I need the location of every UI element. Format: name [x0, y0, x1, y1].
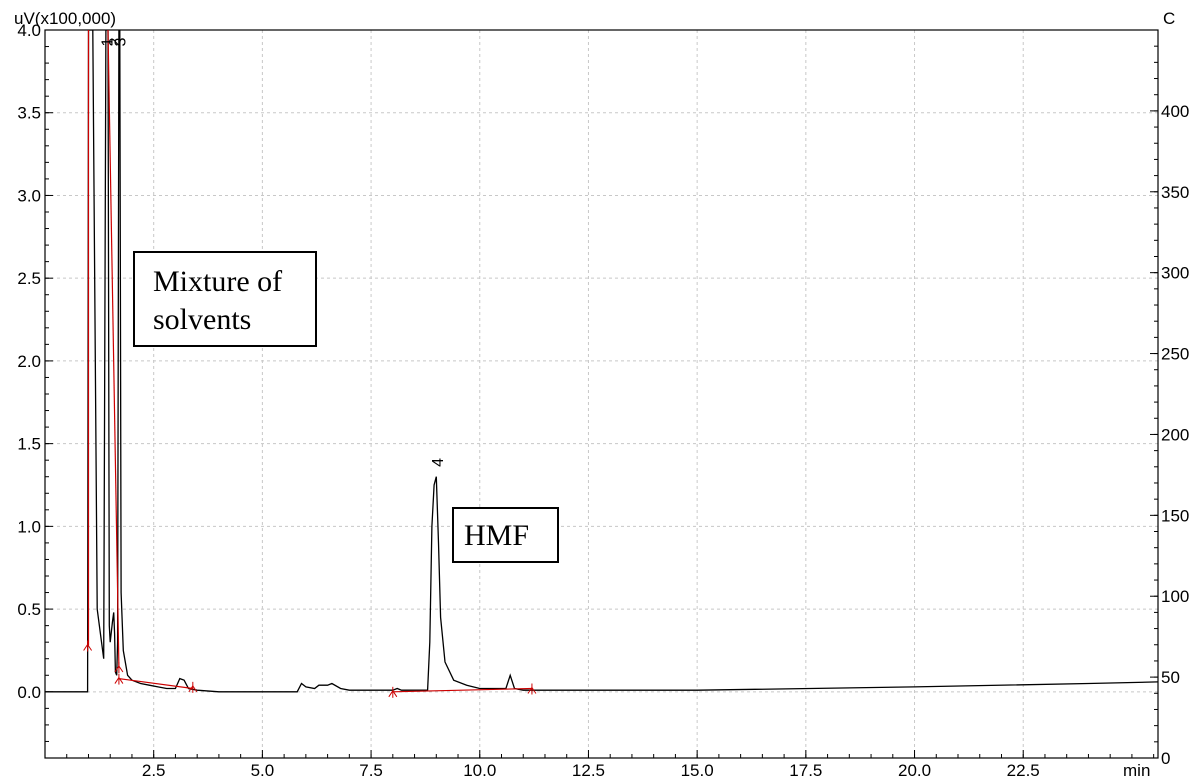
annotation-text: Mixture of solvents [153, 265, 283, 336]
y-tick-label: 2.0 [17, 352, 41, 371]
x-axis-unit-label: min [1123, 761, 1150, 778]
integration-mark [114, 662, 124, 673]
mark-arm-left [83, 644, 89, 651]
x-tick-label: 17.5 [789, 761, 822, 778]
x-tick-label: 10.0 [463, 761, 496, 778]
x-tick-label: 15.0 [681, 761, 714, 778]
x-tick-label: 20.0 [898, 761, 931, 778]
y2-tick-label: 350 [1161, 183, 1189, 202]
integration-baselines [87, 30, 532, 693]
grid-lines [45, 29, 1158, 758]
mark-arm-right [118, 677, 124, 684]
y2-tick-label: 200 [1161, 425, 1189, 444]
integration-marks [83, 640, 537, 698]
peak-labels: 123 4 [99, 38, 446, 467]
y2-tick-label: 100 [1161, 587, 1189, 606]
peak-label: 3 [112, 38, 129, 47]
integration-mark [83, 640, 93, 652]
y2-tick-label: 300 [1161, 264, 1189, 283]
peak-label: 2 [107, 38, 124, 47]
x-tick-label: 2.5 [142, 761, 166, 778]
y2-tick-label: 0 [1161, 749, 1170, 768]
axis-ticks: 2.5 5.0 7.5 10.0 12.5 15.0 17.5 20.0 22.50.00.51… [17, 21, 1189, 778]
y2-axis-unit-label: C [1163, 9, 1175, 28]
mark-arm-left [114, 677, 120, 684]
y2-tick-label: 400 [1161, 102, 1189, 121]
mark-arm-left [527, 687, 533, 694]
annotation-mixture-of-solvents: Mixture of solvents [133, 251, 317, 347]
y-tick-label: 2.5 [17, 269, 41, 288]
annotation-text: HMF [464, 519, 530, 552]
y-axis-unit-label: uV(x100,000) [14, 9, 116, 28]
mark-arm-right [118, 665, 124, 673]
annotation-hmf: HMF [452, 507, 559, 563]
x-tick-label: 12.5 [572, 761, 605, 778]
y-tick-label: 4.0 [17, 21, 41, 40]
integration-mark [527, 683, 537, 695]
baseline-segment [107, 30, 120, 668]
x-tick-label: 22.5 [1007, 761, 1040, 778]
mark-arm-left [114, 665, 120, 673]
y-tick-label: 3.5 [17, 104, 41, 123]
y2-tick-label: 150 [1161, 506, 1189, 525]
baseline-segment [392, 687, 532, 693]
mark-arm-right [192, 685, 198, 693]
integration-mark [114, 673, 124, 685]
y2-tick-label: 50 [1161, 668, 1180, 687]
integration-mark [188, 681, 198, 693]
y-tick-label: 0.0 [17, 683, 41, 702]
mark-arm-left [188, 685, 194, 693]
signal-line [45, 30, 1158, 693]
signal-trace [45, 30, 1158, 693]
x-tick-label: 7.5 [359, 761, 383, 778]
plot-frame [44, 29, 1159, 759]
peak-label: 1 [99, 38, 116, 47]
y-tick-label: 0.5 [17, 600, 41, 619]
baseline-segment [118, 678, 193, 690]
y-tick-label: 3.0 [17, 186, 41, 205]
integration-mark [388, 686, 398, 698]
y2-tick-label: 250 [1161, 345, 1189, 364]
y-tick-label: 1.0 [17, 517, 41, 536]
y-tick-label: 1.5 [17, 435, 41, 454]
mark-arm-left [388, 690, 394, 698]
mark-arm-right [531, 687, 537, 694]
peak-label: 4 [430, 458, 447, 467]
x-tick-label: 5.0 [251, 761, 275, 778]
mark-arm-right [87, 644, 93, 651]
mark-arm-right [392, 690, 398, 698]
